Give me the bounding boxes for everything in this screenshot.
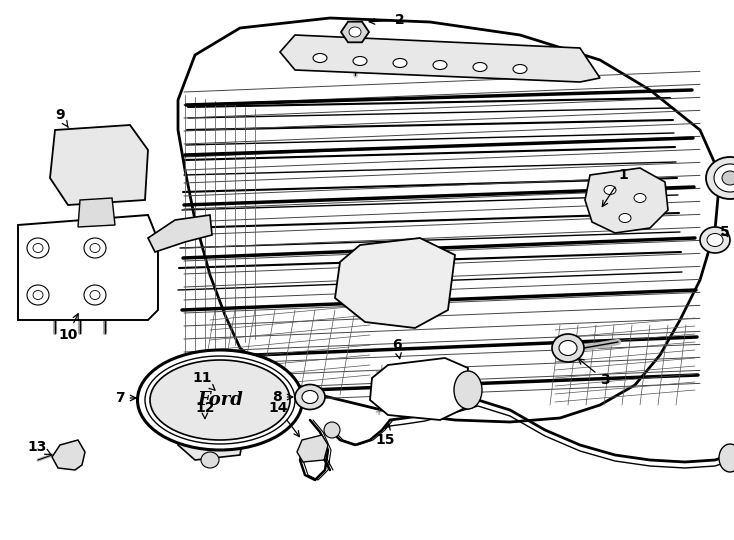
Text: 15: 15 — [375, 424, 394, 447]
Text: Ford: Ford — [197, 391, 243, 409]
Text: 9: 9 — [55, 108, 68, 127]
Text: 2: 2 — [369, 13, 404, 27]
Ellipse shape — [27, 285, 49, 305]
Ellipse shape — [218, 383, 242, 403]
Ellipse shape — [513, 64, 527, 73]
Ellipse shape — [137, 350, 302, 450]
Ellipse shape — [433, 60, 447, 70]
Polygon shape — [335, 238, 455, 328]
Polygon shape — [78, 198, 115, 227]
Ellipse shape — [604, 186, 616, 194]
Ellipse shape — [559, 341, 577, 355]
Polygon shape — [18, 215, 158, 320]
Polygon shape — [178, 18, 720, 422]
Ellipse shape — [324, 422, 340, 438]
Ellipse shape — [150, 360, 290, 440]
Polygon shape — [585, 168, 668, 233]
Ellipse shape — [27, 238, 49, 258]
Ellipse shape — [714, 164, 734, 192]
Ellipse shape — [719, 444, 734, 472]
Text: 4: 4 — [0, 539, 1, 540]
Polygon shape — [50, 125, 148, 205]
Polygon shape — [280, 35, 600, 82]
Ellipse shape — [454, 371, 482, 409]
Text: 7: 7 — [115, 391, 136, 405]
Ellipse shape — [90, 244, 100, 253]
Ellipse shape — [353, 57, 367, 65]
Polygon shape — [341, 22, 369, 42]
Ellipse shape — [393, 58, 407, 68]
Text: 12: 12 — [195, 401, 214, 418]
Ellipse shape — [201, 452, 219, 468]
Text: 11: 11 — [192, 371, 215, 390]
Ellipse shape — [722, 171, 734, 185]
Text: 3: 3 — [578, 359, 610, 387]
Ellipse shape — [84, 238, 106, 258]
Text: 1: 1 — [603, 168, 628, 206]
Polygon shape — [297, 435, 328, 462]
Ellipse shape — [313, 53, 327, 63]
Ellipse shape — [302, 390, 318, 403]
Polygon shape — [52, 440, 85, 470]
Polygon shape — [148, 215, 212, 252]
Ellipse shape — [33, 291, 43, 300]
Ellipse shape — [349, 27, 361, 37]
Ellipse shape — [84, 285, 106, 305]
Ellipse shape — [295, 384, 325, 409]
Ellipse shape — [90, 291, 100, 300]
Text: 8: 8 — [272, 390, 293, 404]
Polygon shape — [370, 358, 468, 420]
Ellipse shape — [552, 334, 584, 362]
Polygon shape — [178, 408, 245, 460]
Text: 6: 6 — [392, 338, 401, 359]
Text: 13: 13 — [27, 440, 51, 455]
Ellipse shape — [619, 213, 631, 222]
Ellipse shape — [473, 63, 487, 71]
Ellipse shape — [700, 227, 730, 253]
Ellipse shape — [634, 193, 646, 202]
Ellipse shape — [33, 244, 43, 253]
Ellipse shape — [706, 157, 734, 199]
Text: 14: 14 — [268, 401, 299, 437]
Ellipse shape — [707, 233, 723, 246]
Text: 5: 5 — [720, 225, 730, 239]
Ellipse shape — [145, 356, 295, 444]
Text: 10: 10 — [58, 314, 79, 342]
